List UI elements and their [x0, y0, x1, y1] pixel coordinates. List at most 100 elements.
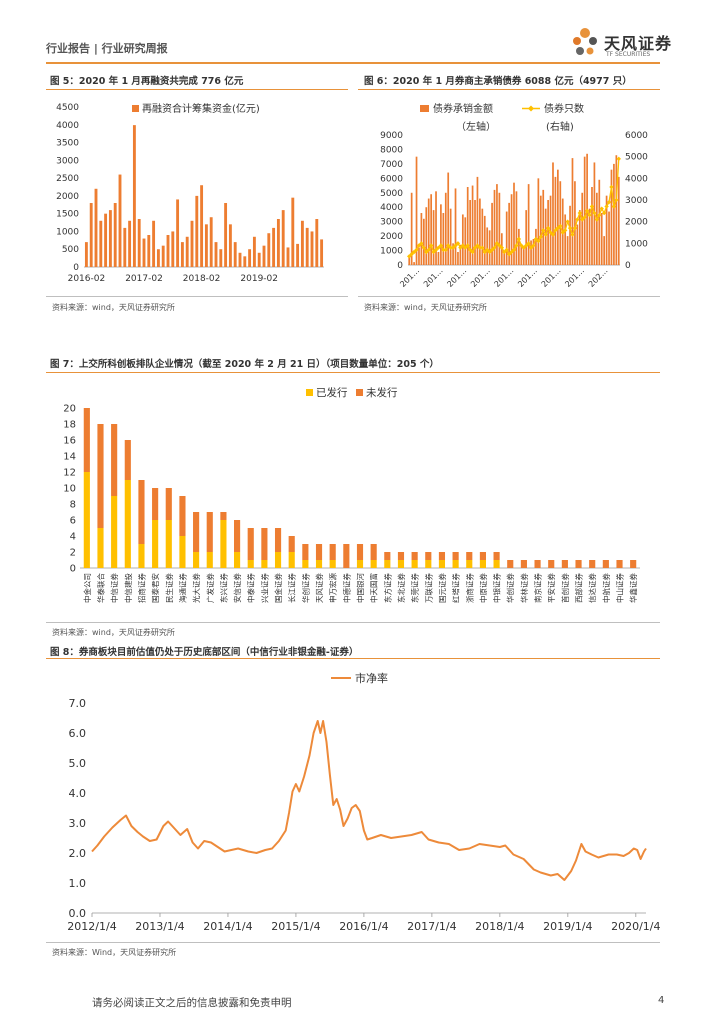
fig6-line-point — [453, 243, 458, 248]
fig6-bar — [547, 200, 549, 265]
fig6-line-point — [511, 247, 517, 253]
fig5-xtick-label: 2017-02 — [125, 274, 163, 284]
fig7-bar-pending — [220, 512, 227, 520]
fig6-xtick-label: 202… — [587, 266, 610, 289]
fig6-source: 资料来源：wind，天风证券研究所 — [364, 303, 487, 312]
fig6-bar — [474, 200, 476, 265]
fig6-left-ytick-label: 2000 — [380, 232, 403, 242]
fig7-bar-pending — [589, 560, 596, 568]
fig6-left-ytick-label: 5000 — [380, 189, 403, 199]
fig6-line-point — [463, 245, 468, 250]
fig5-bar — [320, 239, 324, 267]
fig7-bar-pending — [479, 552, 486, 560]
fig6-bar — [566, 236, 569, 265]
fig5-bar — [224, 203, 228, 267]
fig7-category-label: 浙商证券 — [464, 573, 474, 603]
fig6-bar — [471, 185, 474, 265]
fig6-line-point — [438, 243, 444, 248]
fig6-left-ytick-label: 7000 — [380, 160, 403, 170]
fig7-ytick-label: 4 — [70, 532, 76, 543]
fig7-ytick-label: 2 — [70, 548, 76, 559]
fig7-bar-issued — [438, 560, 446, 568]
fig6-line-point — [436, 245, 441, 250]
fig6-line-point — [426, 247, 431, 253]
fig6-bar — [437, 252, 440, 265]
fig6-line-point — [482, 249, 487, 255]
fig7-ytick-label: 10 — [63, 484, 76, 495]
fig5-ytick-label: 2500 — [56, 174, 79, 184]
fig5-bar — [248, 249, 252, 267]
fig7-bar-issued — [479, 560, 486, 568]
fig7-category-label: 中银证券 — [492, 573, 502, 603]
fig7-category-label: 长江证券 — [287, 573, 297, 603]
fig7-category-label: 民生证券 — [164, 573, 174, 603]
fig6-bar — [461, 214, 464, 265]
fig8-xtick-label: 2012/1/4 — [67, 920, 116, 933]
fig8-source-rule — [46, 942, 660, 943]
fig6-line-point — [411, 249, 417, 255]
fig6-bar — [520, 246, 523, 265]
fig8-ytick-label: 4.0 — [69, 787, 87, 800]
fig5-xtick-label: 2018-02 — [183, 274, 221, 284]
fig6-legend-line-label: 债券只数 — [544, 102, 584, 115]
fig6-line-point — [616, 156, 621, 162]
fig5-bar — [147, 235, 151, 267]
fig6-bar — [610, 169, 613, 265]
fig6-bar — [576, 224, 579, 265]
fig6-line-point — [450, 245, 456, 250]
fig6-bar — [459, 244, 462, 265]
fig7-legend-issued-label: 已发行 — [316, 386, 348, 399]
fig6-xtick-label: 201… — [445, 266, 468, 289]
fig7-bar-pending — [274, 528, 282, 552]
fig5-bar — [152, 220, 156, 267]
fig7-category-label: 中信证券 — [109, 573, 119, 603]
fig5-bar — [94, 188, 98, 267]
fig7-bar-pending — [302, 544, 309, 560]
fig6-bar — [469, 200, 471, 265]
fig8-xtick-label: 2017/1/4 — [407, 920, 456, 933]
fig7-source-rule — [46, 622, 660, 623]
fig6-bar — [574, 181, 576, 265]
fig7-bar-pending — [411, 552, 418, 560]
fig6-bar — [557, 169, 559, 265]
fig5-bar — [238, 252, 242, 267]
fig6-bar — [440, 204, 442, 265]
fig6-bar — [476, 176, 479, 265]
fig6-right-ytick-label: 6000 — [625, 131, 648, 141]
fig7-category-label: 申万宏源 — [328, 573, 338, 603]
fig7-bar-pending — [520, 560, 527, 568]
fig6-line-point — [472, 245, 478, 250]
logo-name: 天风证券 — [604, 34, 673, 53]
fig7-bar-issued — [111, 496, 118, 568]
fig7-bar-pending — [548, 560, 555, 568]
fig7-category-label: 光大证券 — [191, 573, 201, 603]
fig6-right-ytick-label: 0 — [625, 261, 631, 271]
fig6-line-point — [514, 243, 519, 248]
fig7-legend-issued-swatch — [306, 389, 313, 396]
fig6-legend-bar-label: 债券承销金额 — [433, 102, 493, 115]
fig6-line-point — [477, 245, 483, 250]
fig6-line-point — [467, 247, 473, 253]
fig8-xtick-label: 2014/1/4 — [203, 920, 252, 933]
fig7-category-label: 平安证券 — [546, 573, 556, 603]
fig7-bar-pending — [261, 528, 268, 560]
fig8-ytick-label: 0.0 — [69, 907, 87, 920]
fig7-bar-issued — [411, 560, 418, 568]
fig7-title-rule — [46, 372, 660, 373]
fig7-ytick-label: 20 — [63, 404, 76, 415]
fig7-bar-pending — [206, 512, 213, 552]
fig6-bar — [581, 192, 584, 265]
fig6-line-point — [572, 225, 578, 231]
fig7-bar-pending — [616, 560, 623, 568]
report-header: 行业报告 | 行业研究周报 — [46, 42, 168, 55]
fig5-bar — [171, 231, 175, 267]
fig7-category-label: 兴业证券 — [259, 573, 269, 603]
fig6-line-point — [475, 243, 480, 248]
header-rule — [46, 62, 660, 64]
fig6-right-ytick-label: 1000 — [625, 239, 648, 249]
fig6-bar — [422, 218, 425, 265]
fig5-ytick-label: 2000 — [56, 192, 79, 202]
fig7-category-label: 华创证券 — [300, 573, 310, 603]
fig8-ytick-label: 6.0 — [69, 727, 87, 740]
fig7-bar-issued — [329, 560, 336, 568]
